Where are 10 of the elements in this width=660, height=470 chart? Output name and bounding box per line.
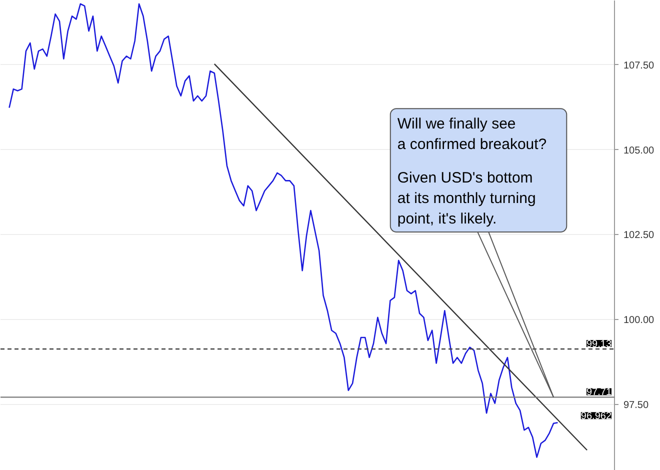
y-tick-label: 107.50 xyxy=(624,60,655,72)
y-tick-label: 100.00 xyxy=(624,314,655,326)
ref-line-label: 99.13 xyxy=(586,339,612,350)
y-tick-label: 97.50 xyxy=(624,400,649,411)
y-tick-label: 105.00 xyxy=(624,145,655,156)
annotation: Given USD's bottom at its monthly turning point, it's likely. xyxy=(397,170,536,228)
line-series xyxy=(8,3,558,458)
y-tick-label: 102.50 xyxy=(624,230,655,242)
annotation: Will we finally see a confirmed breakout? xyxy=(397,116,547,153)
ref-line-label: 97.71 xyxy=(586,387,612,398)
